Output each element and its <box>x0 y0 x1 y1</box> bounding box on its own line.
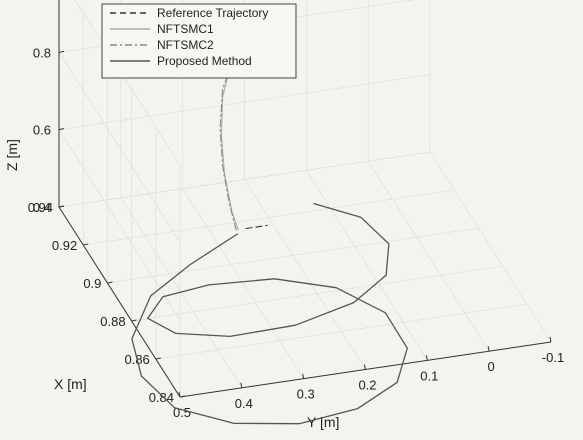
series-line-4 <box>131 202 408 425</box>
x-tick-mark <box>107 281 113 284</box>
z-tick-label: 0.6 <box>33 123 51 138</box>
y-tick-label: 0 <box>488 359 495 374</box>
grid-line-side-z <box>58 129 181 320</box>
y-tick-label: 0.1 <box>420 368 438 383</box>
series-line-1 <box>245 224 268 230</box>
series-lines <box>131 72 408 425</box>
x-tick-label: 0.88 <box>100 314 125 329</box>
y-tick-mark <box>487 346 490 352</box>
y-tick-mark <box>549 336 552 343</box>
legend-label: Proposed Method <box>157 54 252 68</box>
legend: Reference Trajectory NFTSMC1 NFTSMC2 Propos… <box>101 3 297 79</box>
grid-line-floor-y <box>429 151 552 343</box>
x-tick-mark <box>83 243 89 246</box>
x-tick-label: 0.92 <box>52 238 77 253</box>
x-tick-label: 0.94 <box>28 200 53 215</box>
x-tick-mark <box>155 357 161 360</box>
y-tick-mark <box>240 382 243 388</box>
y-tick-label: 0.5 <box>173 405 191 420</box>
axes <box>58 0 552 398</box>
y-tick-mark <box>425 355 428 361</box>
y-tick-label: 0.4 <box>235 396 253 411</box>
series-line-3 <box>219 72 237 231</box>
grid-line-side-z <box>58 52 181 243</box>
legend-label: Reference Trajectory <box>157 6 268 20</box>
z-tick-mark <box>58 205 65 208</box>
x-tick-mark <box>179 395 186 398</box>
z-tick-label: 0.8 <box>33 45 51 60</box>
grid-line-floor-x <box>83 189 455 246</box>
grid-line-floor-y <box>306 170 428 361</box>
grid-line-floor-y <box>367 161 490 352</box>
legend-label: NFTSMC2 <box>157 38 214 52</box>
grid-line-back-z <box>58 151 431 208</box>
grid-line-floor-x <box>107 227 479 284</box>
series-line-2 <box>220 72 239 231</box>
z-tick-label: 0.4 <box>33 200 51 215</box>
legend-box <box>101 3 297 79</box>
grid-line-floor-y <box>120 197 243 388</box>
legend-label: NFTSMC1 <box>157 22 214 36</box>
x-tick-label: 0.9 <box>83 276 101 291</box>
grid-line-floor-x <box>155 303 527 360</box>
grid-line-floor-y <box>244 179 366 370</box>
y-tick-label: 0.3 <box>297 387 315 402</box>
axis-labels: X [m] Y [m] Z [m] <box>4 139 339 430</box>
x-tick-mark <box>131 319 137 322</box>
z-axis-label: Z [m] <box>4 139 20 171</box>
y-tick-label: -0.1 <box>542 350 564 365</box>
y-tick-mark <box>178 391 181 398</box>
grid-line-floor-x <box>131 265 503 322</box>
y-tick-mark <box>364 364 366 370</box>
z-tick-mark <box>58 50 65 53</box>
y-tick-mark <box>302 373 305 379</box>
grid-line-back-z <box>58 74 431 130</box>
y-axis-label: Y [m] <box>307 414 339 430</box>
z-tick-mark <box>58 128 65 131</box>
grid-line-floor-y <box>182 188 304 379</box>
x-axis-line <box>58 206 181 398</box>
y-tick-label: 0.2 <box>358 378 376 393</box>
tick-labels: 0.840.860.880.90.920.940.50.40.30.20.10-… <box>28 45 565 420</box>
x-axis-label: X [m] <box>54 376 87 392</box>
